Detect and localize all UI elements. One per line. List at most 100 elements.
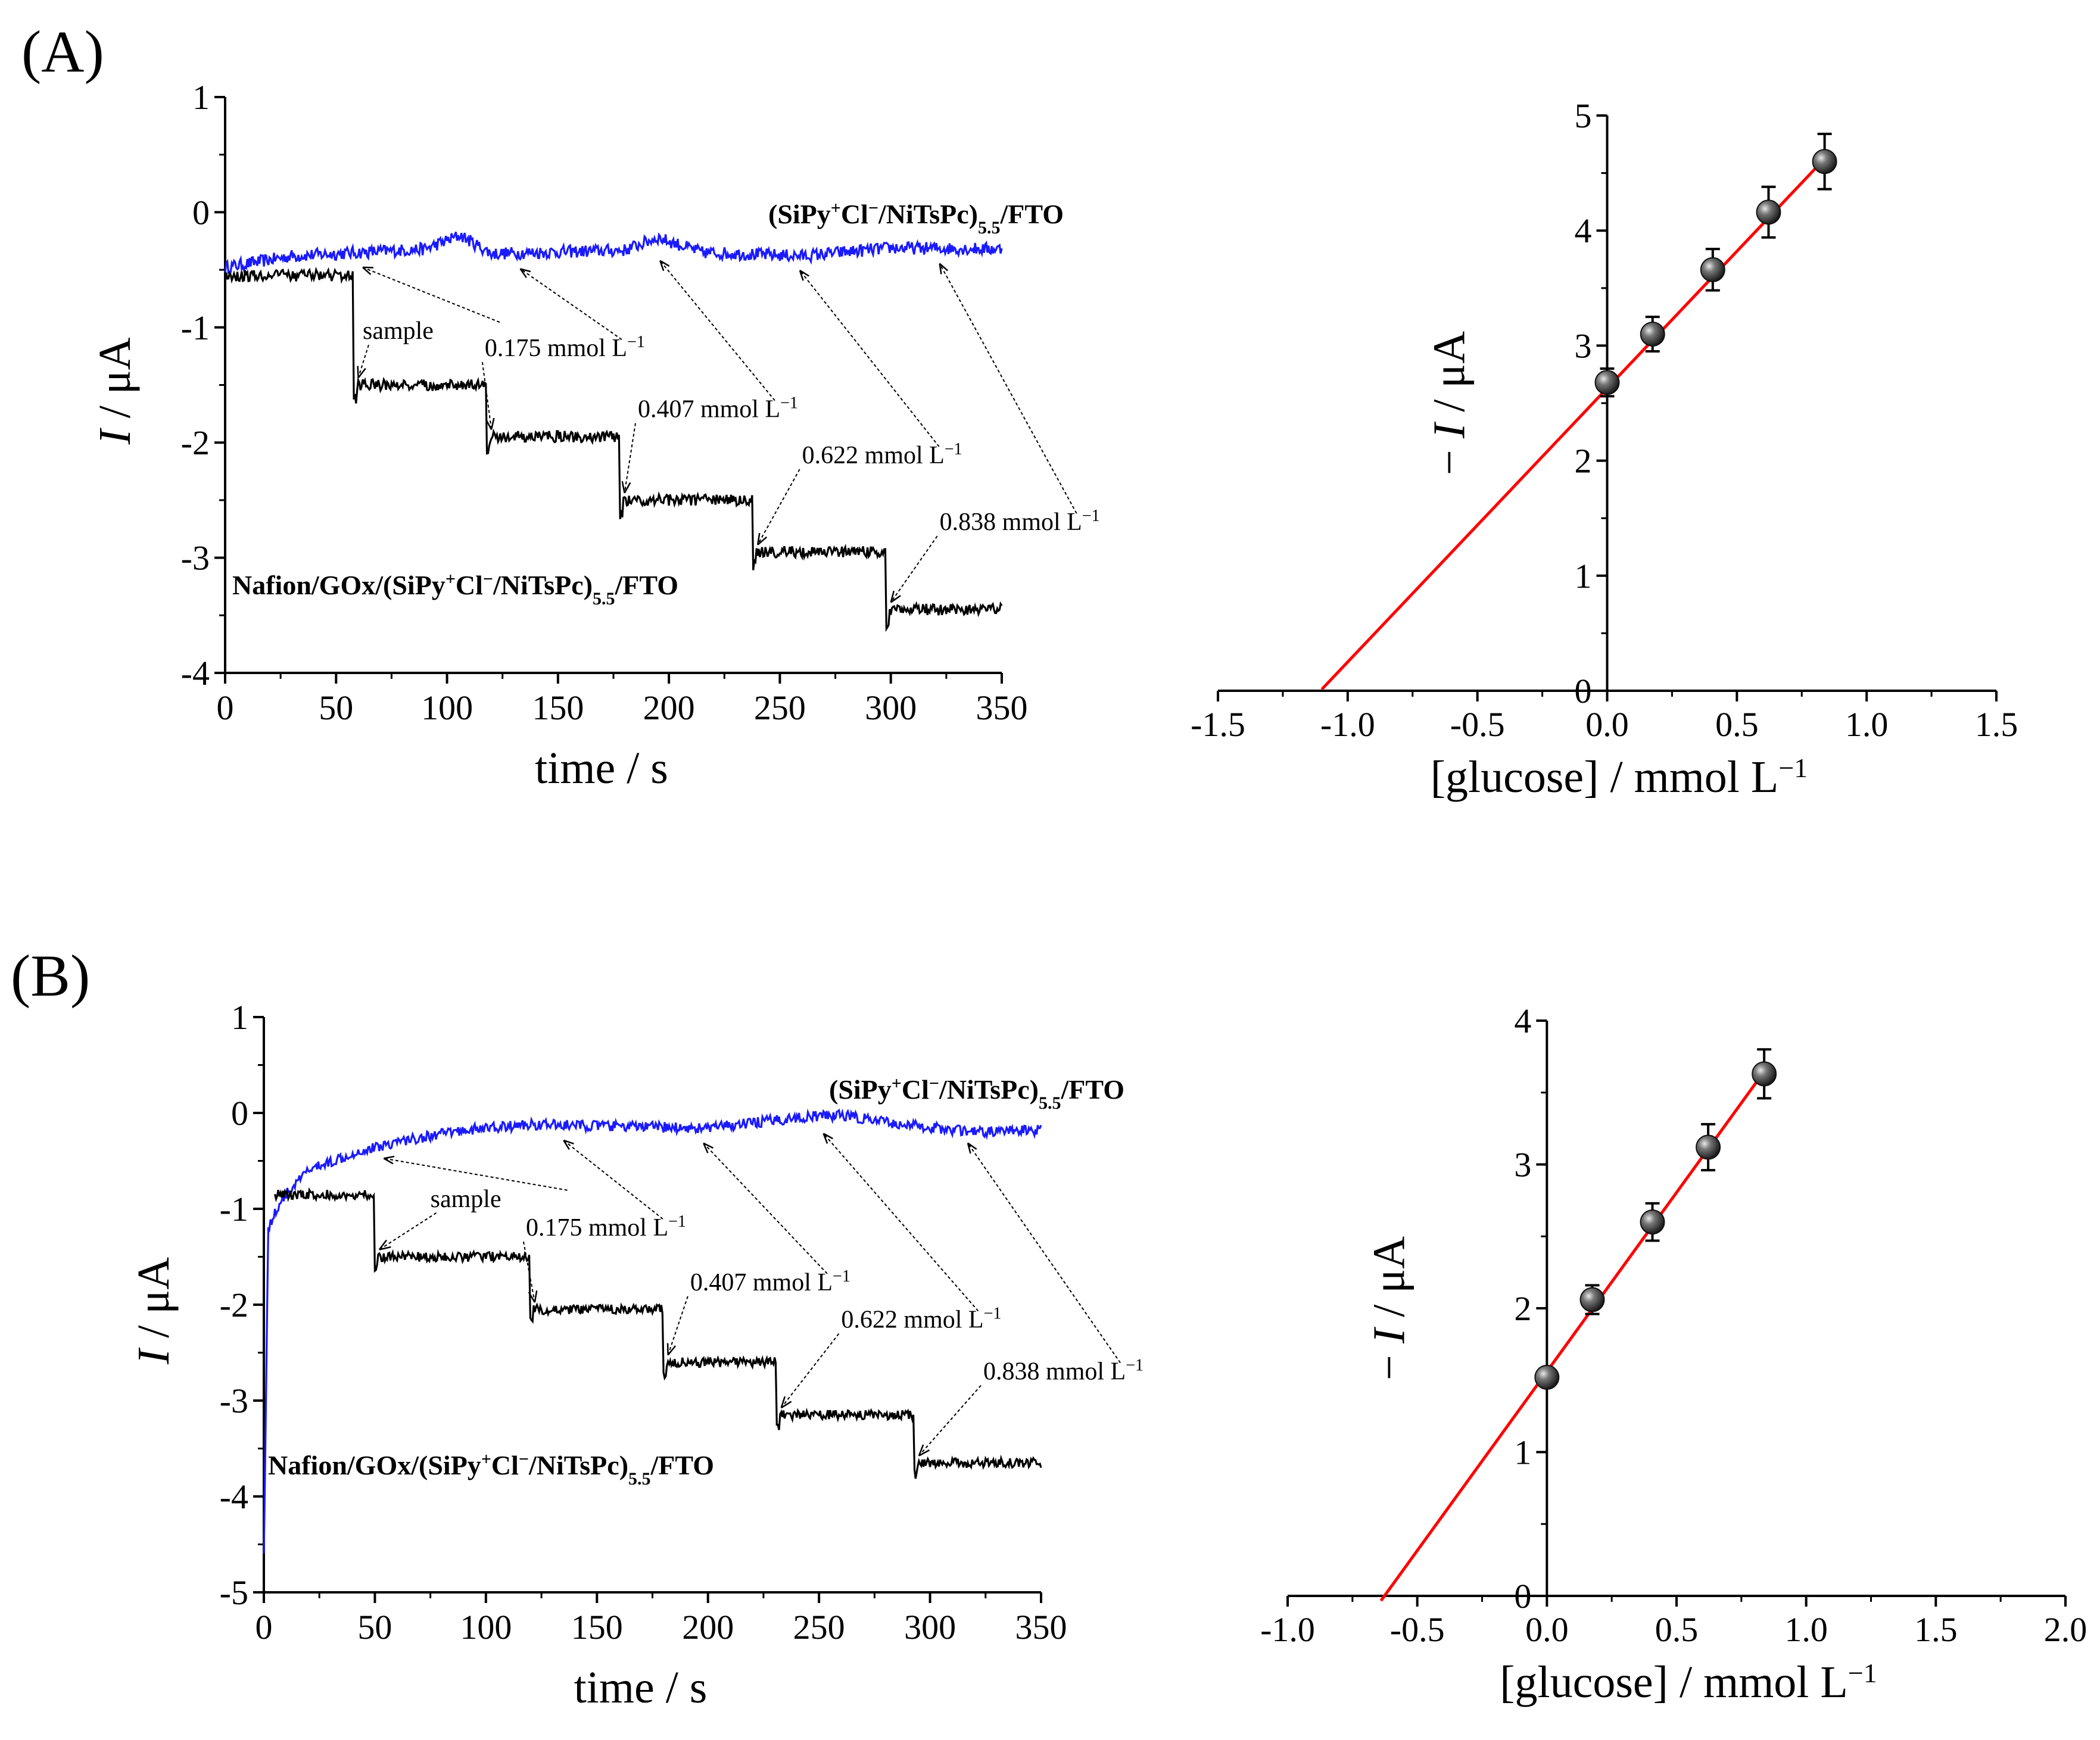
chart-a-amperometric: 0 50 100 150 200 250 300 350 1 0 -1 -2 -3 -4 time / s I…	[90, 78, 1100, 793]
annotation-sup: −1	[668, 1212, 686, 1231]
y-tick-label: 1	[192, 78, 210, 117]
annotation-sup: −1	[833, 1267, 850, 1285]
annotation-sup: −1	[1082, 507, 1100, 525]
annotation-arrowhead	[621, 481, 631, 494]
x-tick-label: -1.0	[1260, 1610, 1315, 1649]
annotation-arrow	[757, 469, 800, 545]
curve-label-part: 5.5	[978, 218, 1001, 238]
y-tick-label: 0	[231, 1094, 248, 1133]
annotation-label: sample	[431, 1186, 501, 1213]
curve-label-part: −	[868, 198, 878, 218]
x-tick-label: 350	[1015, 1608, 1067, 1647]
annotation-arrowhead-bare	[967, 1142, 977, 1154]
curve-label-part: +	[445, 569, 456, 589]
data-point	[1579, 1287, 1605, 1312]
annotation-arrowhead-bare	[563, 1139, 574, 1150]
x-tick-label: 0	[256, 1608, 273, 1647]
x-tick-label: 300	[865, 688, 917, 727]
x-tick-label: -0.5	[1450, 705, 1505, 744]
y-tick-label: 0	[192, 193, 210, 232]
x-axis-label-text: [glucose] / mmol L	[1431, 752, 1779, 802]
annotation-arrowhead	[666, 1343, 677, 1356]
annotation-arrow	[780, 1333, 840, 1408]
y-tick-label: -3	[181, 539, 210, 578]
data-point	[1534, 1364, 1560, 1390]
annotation-arrowhead	[890, 590, 901, 603]
x-axis-label-sup: −1	[1848, 1658, 1877, 1688]
y-tick-label: -3	[220, 1382, 248, 1420]
panel-label-b: (B)	[11, 943, 90, 1009]
x-tick-label: 0.0	[1585, 705, 1629, 744]
curve-label-part: (SiPy	[829, 1074, 892, 1105]
x-tick-label: 250	[793, 1608, 845, 1647]
x-tick-label: 250	[754, 688, 806, 727]
y-axis-label: I / μA	[129, 1257, 179, 1365]
annotation-arrow-bare	[967, 1142, 1121, 1364]
curve-label-biosensor: Nafion/GOx/(SiPy+Cl−/NiTsPc)5.5/FTO	[268, 1449, 714, 1489]
curve-label-part: +	[892, 1074, 902, 1093]
curve-label-part: −	[929, 1074, 939, 1093]
y-tick-label: 1	[1575, 557, 1592, 595]
annotation-text: 0.622 mmol L	[841, 1306, 983, 1334]
y-tick-label: 0	[1575, 672, 1592, 710]
annotation-arrow-bare	[703, 1143, 828, 1274]
x-tick-label: 1.5	[1914, 1610, 1958, 1649]
curve-label-part: /NiTsPc)	[493, 570, 593, 600]
y-tick-label: 1	[1514, 1433, 1531, 1472]
y-axis-label-sign: −	[1364, 1343, 1414, 1380]
y-tick-label: -2	[181, 423, 210, 462]
y-tick-label: 4	[1514, 1002, 1531, 1040]
x-tick-label: 150	[532, 688, 584, 727]
data-point	[1700, 257, 1725, 282]
annotation-label: 0.622 mmol L−1	[802, 440, 962, 470]
curve-label-part: /FTO	[1060, 1074, 1124, 1105]
x-tick-label: 100	[460, 1608, 512, 1647]
x-tick-label: 1.0	[1845, 705, 1889, 744]
x-tick-label: 2.0	[2044, 1610, 2087, 1649]
annotation-text: 0.622 mmol L	[802, 442, 945, 469]
x-axis-label: [glucose] / mmol L−1	[1500, 1657, 1877, 1707]
annotation-label: 0.407 mmol L−1	[638, 394, 798, 423]
x-tick-label: 0	[217, 688, 234, 727]
data-point	[1594, 370, 1620, 395]
annotation-arrow	[918, 1384, 982, 1457]
annotation-arrowhead-bare	[362, 266, 374, 275]
annotation-arrow-bare	[939, 263, 1077, 514]
x-tick-label: 50	[357, 1608, 392, 1647]
y-axis-label-symbol: I	[1425, 421, 1475, 439]
data-point	[1640, 1209, 1665, 1235]
annotation-label: 0.175 mmol L−1	[526, 1212, 686, 1242]
curve-label-part: Cl	[491, 1450, 519, 1480]
annotation-text: 0.407 mmol L	[638, 396, 780, 423]
chart-b-calibration: -1.0 -0.5 0.0 0.5 1.0 1.5 2.0 0 1 2 3 4 [glucose] / …	[1260, 1002, 2087, 1707]
annotation-arrowhead-bare	[383, 1155, 395, 1165]
data-point	[1640, 322, 1665, 347]
annotation-arrowhead	[780, 1396, 792, 1409]
x-tick-label: 200	[643, 688, 695, 727]
annotation-arrowhead-bare	[939, 263, 949, 275]
annotation-arrowhead-bare	[659, 260, 670, 272]
annotation-text: 0.838 mmol L	[983, 1358, 1126, 1386]
data-point	[1756, 199, 1781, 225]
x-tick-label: 300	[904, 1608, 956, 1647]
y-axis-label-unit: / μA	[1425, 331, 1475, 423]
annotation-arrowhead-bare	[519, 268, 531, 278]
y-tick-label: 1	[231, 998, 248, 1037]
annotation-label: 0.838 mmol L−1	[940, 507, 1100, 537]
x-tick-label: 0.5	[1715, 705, 1759, 744]
annotation-arrow-bare	[822, 1133, 979, 1312]
series-line-bare-electrode	[263, 1108, 1042, 1554]
x-tick-label: 0.5	[1655, 1610, 1699, 1649]
y-tick-label: 3	[1514, 1146, 1531, 1184]
curve-label-part: /NiTsPc)	[878, 199, 978, 229]
y-axis-label-unit: / μA	[129, 1257, 179, 1349]
curve-label-part: (SiPy	[768, 199, 831, 229]
curve-label-part: −	[519, 1449, 529, 1469]
annotation-arrowhead	[756, 532, 768, 545]
y-axis-label-symbol: I	[90, 428, 140, 445]
annotation-text: 0.175 mmol L	[526, 1214, 668, 1242]
annotation-arrowhead-bare	[822, 1133, 833, 1144]
curve-label-part: Nafion/GOx/(SiPy	[268, 1450, 481, 1480]
curve-label-part: 5.5	[628, 1469, 651, 1489]
